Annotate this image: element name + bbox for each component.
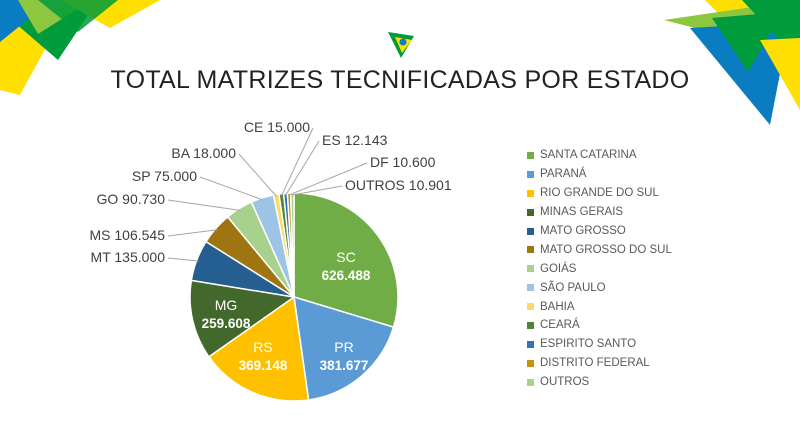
data-label-abbr-santa-catarina: SC bbox=[336, 249, 355, 265]
legend-swatch bbox=[527, 340, 534, 348]
legend-swatch bbox=[527, 321, 534, 329]
legend-label: PARANÁ bbox=[540, 168, 587, 181]
legend-swatch bbox=[527, 227, 534, 235]
legend-item-mato-grosso-do-sul: MATO GROSSO DO SUL bbox=[527, 240, 672, 259]
legend-swatch bbox=[527, 303, 534, 311]
data-label-mato-grosso-do-sul: MS 106.545 bbox=[90, 227, 166, 243]
top-left-decoration bbox=[0, 0, 160, 95]
legend-swatch bbox=[527, 151, 534, 159]
leader-line-mato-grosso-do-sul bbox=[167, 229, 218, 237]
chart-title: TOTAL MATRIZES TECNIFICADAS POR ESTADO bbox=[110, 66, 690, 94]
brazil-flag-logo-icon bbox=[388, 32, 414, 58]
legend-label: MATO GROSSO DO SUL bbox=[540, 243, 672, 256]
legend-item-outros: OUTROS bbox=[527, 373, 672, 392]
chart-legend: SANTA CATARINA PARANÁ RIO GRANDE DO SUL MIN… bbox=[527, 146, 672, 392]
legend-swatch bbox=[527, 378, 534, 386]
data-label-value-parana: 381.677 bbox=[320, 358, 369, 373]
legend-swatch bbox=[527, 284, 534, 292]
data-label-outros: OUTROS 10.901 bbox=[345, 177, 452, 193]
legend-item-goias: GOIÁS bbox=[527, 259, 672, 278]
legend-swatch bbox=[527, 170, 534, 178]
leader-line-ceara bbox=[281, 127, 314, 197]
legend-label: GOIÁS bbox=[540, 262, 577, 275]
legend-item-santa-catarina: SANTA CATARINA bbox=[527, 146, 672, 165]
data-label-ceara: CE 15.000 bbox=[244, 119, 310, 135]
data-label-abbr-rio-grande-do-sul: RS bbox=[253, 339, 272, 355]
leader-line-goias bbox=[167, 199, 241, 211]
legend-item-mato-grosso: MATO GROSSO bbox=[527, 222, 672, 241]
legend-label: SANTA CATARINA bbox=[540, 149, 637, 162]
data-label-mato-grosso: MT 135.000 bbox=[91, 249, 166, 265]
top-right-decoration bbox=[664, 0, 800, 125]
legend-label: MINAS GERAIS bbox=[540, 206, 624, 219]
data-label-abbr-minas-gerais: MG bbox=[215, 297, 238, 313]
pie-slice-parana bbox=[293, 295, 395, 401]
leader-line-bahia bbox=[238, 153, 277, 197]
legend-item-bahia: BAHIA bbox=[527, 297, 672, 316]
pie-slice-minas-gerais bbox=[189, 279, 296, 358]
legend-swatch bbox=[527, 265, 534, 273]
leader-line-mato-grosso bbox=[167, 257, 199, 262]
legend-swatch bbox=[527, 359, 534, 367]
data-label-value-santa-catarina: 626.488 bbox=[322, 268, 371, 283]
pie-slice-rio-grande-do-sul bbox=[207, 295, 310, 402]
legend-item-sao-paulo: SÃO PAULO bbox=[527, 278, 672, 297]
data-label-distrito-federal: DF 10.600 bbox=[370, 154, 436, 170]
legend-label: ESPIRITO SANTO bbox=[540, 338, 637, 351]
data-label-sao-paulo: SP 75.000 bbox=[132, 168, 197, 184]
legend-swatch bbox=[527, 208, 534, 216]
legend-swatch bbox=[527, 189, 534, 197]
legend-label: MATO GROSSO bbox=[540, 225, 626, 237]
data-label-abbr-parana: PR bbox=[334, 339, 353, 355]
legend-label: RIO GRANDE DO SUL bbox=[540, 187, 659, 200]
legend-swatch bbox=[527, 246, 534, 254]
legend-label: SÃO PAULO bbox=[540, 281, 606, 294]
legend-label: DISTRITO FEDERAL bbox=[540, 357, 650, 370]
data-label-bahia: BA 18.000 bbox=[171, 145, 236, 161]
legend-item-espirito-santo: ESPIRITO SANTO bbox=[527, 335, 672, 354]
data-label-value-minas-gerais: 259.608 bbox=[202, 316, 251, 331]
legend-item-parana: PARANÁ bbox=[527, 165, 672, 184]
legend-label: BAHIA bbox=[540, 300, 575, 313]
data-label-espirito-santo: ES 12.143 bbox=[322, 132, 388, 148]
data-label-value-rio-grande-do-sul: 369.148 bbox=[239, 358, 288, 373]
legend-label: CEARÁ bbox=[540, 319, 580, 332]
legend-item-minas-gerais: MINAS GERAIS bbox=[527, 203, 672, 222]
legend-item-rio-grande-do-sul: RIO GRANDE DO SUL bbox=[527, 184, 672, 203]
leader-line-sao-paulo bbox=[199, 176, 264, 201]
data-label-goias: GO 90.730 bbox=[97, 191, 166, 207]
legend-item-distrito-federal: DISTRITO FEDERAL bbox=[527, 354, 672, 373]
pie-slice-santa-catarina bbox=[293, 192, 399, 329]
leader-line-distrito-federal bbox=[288, 162, 368, 196]
leader-line-outros bbox=[292, 185, 343, 196]
legend-label: OUTROS bbox=[540, 376, 590, 389]
legend-item-ceara: CEARÁ bbox=[527, 316, 672, 335]
leader-line-espirito-santo bbox=[285, 140, 320, 196]
